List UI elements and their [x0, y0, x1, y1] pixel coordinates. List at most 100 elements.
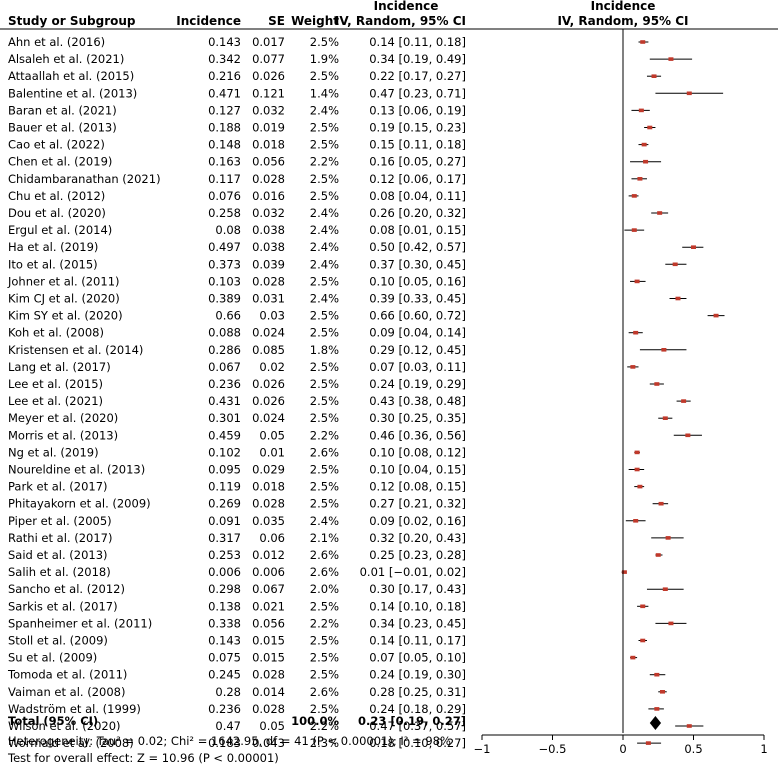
- study-weight: 2.5%: [310, 651, 339, 665]
- study-weight: 2.5%: [310, 497, 339, 511]
- study-ci-text: 0.50 [0.42, 0.57]: [369, 240, 466, 254]
- study-se: 0.032: [252, 103, 285, 117]
- study-incidence: 0.163: [208, 155, 241, 169]
- study-se: 0.121: [252, 86, 285, 100]
- study-weight: 1.9%: [310, 52, 339, 66]
- x-axis-tick-label: 1: [760, 742, 767, 756]
- study-name: Piper et al. (2005): [8, 514, 112, 528]
- study-weight: 2.5%: [310, 411, 339, 425]
- point-estimate-marker: [637, 177, 643, 181]
- study-incidence: 0.091: [208, 514, 241, 528]
- study-weight: 2.6%: [310, 445, 339, 459]
- point-estimate-marker: [641, 142, 647, 147]
- study-name: Lee et al. (2021): [8, 394, 103, 408]
- study-weight: 2.5%: [310, 69, 339, 83]
- study-name: Balentine et al. (2013): [8, 86, 137, 100]
- point-estimate-marker: [672, 262, 678, 267]
- study-se: 0.056: [252, 616, 285, 630]
- study-se: 0.018: [252, 480, 285, 494]
- study-weight: 2.4%: [310, 292, 339, 306]
- study-ci-text: 0.08 [0.01, 0.15]: [369, 223, 466, 237]
- study-se: 0.017: [252, 35, 285, 49]
- point-estimate-marker: [685, 433, 691, 438]
- study-incidence: 0.148: [208, 138, 241, 152]
- study-ci-text: 0.30 [0.25, 0.35]: [369, 411, 466, 425]
- study-se: 0.028: [252, 274, 285, 288]
- study-incidence: 0.497: [208, 240, 241, 254]
- study-ci-text: 0.18 [0.10, 0.27]: [369, 736, 466, 750]
- study-ci-text: 0.13 [0.06, 0.19]: [369, 103, 466, 117]
- study-weight: 2.5%: [310, 702, 339, 716]
- point-estimate-marker: [638, 108, 644, 113]
- study-ci-text: 0.28 [0.25, 0.31]: [369, 685, 466, 699]
- study-weight: 2.0%: [310, 582, 339, 596]
- study-weight: 2.5%: [310, 394, 339, 408]
- study-se: 0.038: [252, 240, 285, 254]
- plot-marks: [621, 29, 725, 745]
- study-incidence: 0.075: [208, 651, 241, 665]
- study-incidence: 0.076: [208, 189, 241, 203]
- study-incidence: 0.66: [215, 309, 241, 323]
- header-se: SE: [268, 14, 285, 28]
- study-incidence: 0.143: [208, 35, 241, 49]
- study-se: 0.026: [252, 377, 285, 391]
- study-incidence: 0.143: [208, 634, 241, 648]
- study-name: Attaallah et al. (2015): [8, 69, 134, 83]
- study-se: 0.028: [252, 172, 285, 186]
- study-incidence: 0.006: [208, 565, 241, 579]
- study-name: Kim CJ et al. (2020): [8, 292, 120, 306]
- point-estimate-marker: [658, 501, 664, 506]
- study-se: 0.05: [259, 719, 285, 733]
- study-ci-text: 0.16 [0.05, 0.27]: [369, 155, 466, 169]
- study-weight: 2.6%: [310, 685, 339, 699]
- study-ci-text: 0.14 [0.11, 0.18]: [369, 35, 466, 49]
- study-incidence: 0.342: [208, 52, 241, 66]
- study-se: 0.038: [252, 223, 285, 237]
- study-name: Kim SY et al. (2020): [8, 309, 123, 323]
- study-incidence: 0.286: [208, 343, 241, 357]
- study-ci-text: 0.12 [0.06, 0.17]: [369, 172, 466, 186]
- study-se: 0.018: [252, 138, 285, 152]
- study-weight: 2.5%: [310, 35, 339, 49]
- study-se: 0.024: [252, 326, 285, 340]
- study-se: 0.016: [252, 189, 285, 203]
- study-name: Ahn et al. (2016): [8, 35, 105, 49]
- point-estimate-marker: [713, 313, 719, 318]
- study-incidence: 0.117: [208, 172, 241, 186]
- study-se: 0.015: [252, 634, 285, 648]
- study-incidence: 0.373: [208, 257, 241, 271]
- study-name: Wilson et al. (2020): [8, 719, 121, 733]
- study-incidence: 0.236: [208, 702, 241, 716]
- study-name: Sancho et al. (2012): [8, 582, 125, 596]
- point-estimate-marker: [633, 519, 639, 523]
- study-name: Spanheimer et al. (2011): [8, 616, 152, 630]
- study-weight: 2.5%: [310, 480, 339, 494]
- study-weight: 2.3%: [310, 736, 339, 750]
- study-name: Johner et al. (2011): [7, 274, 120, 288]
- study-name: Koh et al. (2008): [8, 326, 104, 340]
- x-axis-tick-label: −0.5: [539, 742, 567, 756]
- study-weight: 2.5%: [310, 599, 339, 613]
- study-name: Chu et al. (2012): [8, 189, 105, 203]
- study-ci-text: 0.24 [0.19, 0.30]: [369, 668, 466, 682]
- heterogeneity-text: Heterogeneity: Tau² = 0.02; Chi² = 1642.…: [8, 734, 451, 748]
- study-ci-text: 0.14 [0.10, 0.18]: [369, 599, 466, 613]
- study-incidence: 0.298: [208, 582, 241, 596]
- point-estimate-marker: [668, 621, 674, 626]
- study-name: Ito et al. (2015): [8, 257, 98, 271]
- study-name: Morris et al. (2013): [8, 428, 118, 442]
- study-weight: 2.5%: [310, 377, 339, 391]
- point-estimate-marker: [630, 655, 636, 660]
- study-ci-text: 0.24 [0.18, 0.29]: [369, 702, 466, 716]
- study-se: 0.05: [259, 428, 285, 442]
- point-estimate-marker: [637, 484, 643, 489]
- study-weight: 2.2%: [310, 155, 339, 169]
- study-se: 0.015: [252, 651, 285, 665]
- study-incidence: 0.301: [208, 411, 241, 425]
- point-estimate-marker: [634, 450, 640, 455]
- study-ci-text: 0.29 [0.12, 0.45]: [369, 343, 466, 357]
- study-ci-text: 0.30 [0.17, 0.43]: [369, 582, 466, 596]
- study-ci-text: 0.22 [0.17, 0.27]: [369, 69, 466, 83]
- study-se: 0.077: [252, 52, 285, 66]
- study-name: Ng et al. (2019): [8, 445, 99, 459]
